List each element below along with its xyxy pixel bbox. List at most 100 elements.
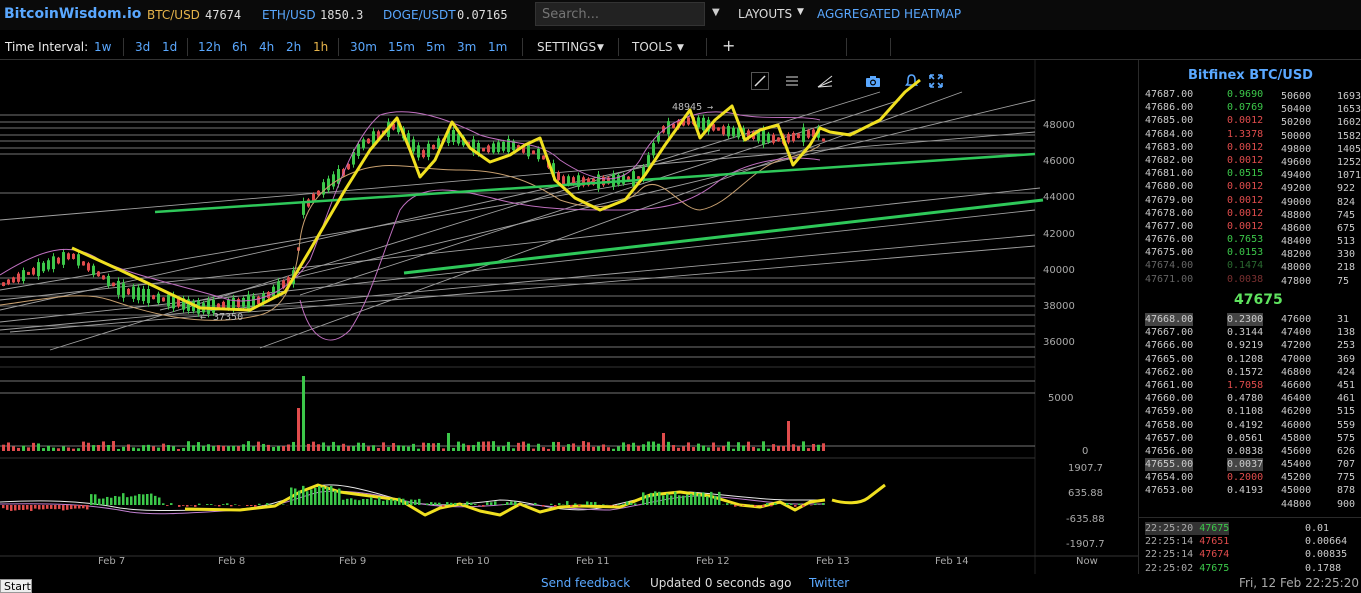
interval-4h[interactable]: 4h — [259, 40, 274, 54]
macd-bar — [118, 497, 121, 505]
candles — [2, 115, 825, 318]
crosshair-icon[interactable]: + — [722, 36, 735, 55]
macd-bar — [646, 495, 649, 505]
volume-bar — [87, 443, 90, 451]
volume-bar — [52, 448, 55, 451]
search-dropdown-icon[interactable]: ▼ — [712, 7, 720, 18]
interval-1d[interactable]: 1d — [162, 40, 177, 54]
macd-bar — [362, 499, 365, 505]
pair-eth-label[interactable]: ETH/USD — [262, 8, 316, 22]
macd-bar — [442, 505, 445, 507]
macd-bar — [234, 504, 237, 505]
volume-bar — [727, 442, 730, 451]
macd-bar — [358, 500, 361, 505]
pair-eth-price: 1850.3 — [320, 8, 363, 22]
volume-bar — [472, 445, 475, 451]
volume-bar — [312, 442, 315, 451]
layouts-menu[interactable]: LAYOUTS — [738, 7, 792, 21]
interval-12h[interactable]: 12h — [198, 40, 221, 54]
tools-menu[interactable]: TOOLS — [632, 40, 673, 54]
volume-bar — [717, 447, 720, 451]
macd-bar — [114, 496, 117, 505]
bid-price: 47662.00 — [1145, 366, 1193, 379]
interval-1m[interactable]: 1m — [488, 40, 507, 54]
candle-body — [422, 150, 425, 157]
send-feedback-link[interactable]: Send feedback — [541, 576, 630, 590]
ask-depth-price: 50200 — [1281, 116, 1311, 129]
macd-bar — [526, 504, 529, 505]
volume-bar — [447, 433, 450, 451]
ask-amount: 0.0012 — [1227, 220, 1263, 233]
macd-bar — [690, 494, 693, 505]
interval-3d[interactable]: 3d — [135, 40, 150, 54]
interval-6h[interactable]: 6h — [232, 40, 247, 54]
interval-2h[interactable]: 2h — [286, 40, 301, 54]
ask-depth-total: 675 — [1337, 222, 1361, 235]
macd-bar — [586, 501, 589, 505]
candle-body — [152, 295, 155, 299]
macd-bar — [306, 491, 309, 505]
search-input[interactable] — [535, 2, 705, 26]
bid-price: 47668.00 — [1145, 313, 1193, 326]
volume-bar — [782, 446, 785, 451]
ask-depth-total: 745 — [1337, 209, 1361, 222]
macd-bar — [726, 503, 729, 505]
macd-bar — [554, 505, 557, 507]
macd-bar — [66, 505, 69, 510]
candle-body — [147, 289, 150, 303]
ask-depth-total: 1405 — [1337, 143, 1361, 156]
bid-price: 47654.00 — [1145, 471, 1193, 484]
interval-30m[interactable]: 30m — [350, 40, 377, 54]
interval-15m[interactable]: 15m — [388, 40, 415, 54]
price-chart[interactable]: 48945 → ← 37350 48000 46000 44000 42000 … — [0, 60, 1138, 574]
volume-bar — [292, 442, 295, 451]
pair-btc-label[interactable]: BTC/USD — [147, 8, 200, 22]
interval-5m[interactable]: 5m — [426, 40, 445, 54]
bid-depth-total: 253 — [1337, 339, 1355, 352]
volume-bar — [792, 444, 795, 451]
date-tick: Feb 13 — [816, 556, 850, 567]
volume-bar — [247, 441, 250, 451]
ask-price: 47675.00 — [1145, 246, 1193, 259]
macd-bar — [94, 494, 97, 505]
macd-bar — [566, 501, 569, 505]
macd-tick: -1907.7 — [1066, 539, 1105, 550]
candle-body — [257, 297, 260, 304]
interval-1w[interactable]: 1w — [94, 40, 111, 54]
macd-bar — [662, 495, 665, 505]
macd-bar — [494, 501, 497, 505]
aggregated-heatmap-link[interactable]: AGGREGATED HEATMAP — [817, 7, 961, 21]
layouts-chevron-icon[interactable]: ▼ — [797, 7, 804, 17]
pair-doge-label[interactable]: DOGE/USDT — [383, 8, 456, 22]
macd-bar — [2, 505, 5, 508]
tools-chevron-icon[interactable]: ▼ — [677, 43, 684, 53]
bid-price: 47656.00 — [1145, 445, 1193, 458]
interval-3m[interactable]: 3m — [457, 40, 476, 54]
settings-chevron-icon[interactable]: ▼ — [597, 43, 604, 53]
volume-bar — [137, 448, 140, 451]
interval-1h[interactable]: 1h — [313, 40, 328, 54]
brand-logo[interactable]: BitcoinWisdom.io — [4, 6, 141, 22]
candle-body — [702, 118, 705, 130]
settings-menu[interactable]: SETTINGS — [537, 40, 596, 54]
macd-bar — [602, 504, 605, 505]
volume-bar — [557, 442, 560, 451]
volume-bar — [327, 447, 330, 451]
candle-body — [417, 145, 420, 157]
macd-bar — [774, 503, 777, 505]
macd-bar — [718, 492, 721, 505]
order-book-title[interactable]: Bitfinex BTC/USD — [1139, 68, 1361, 83]
candle-body — [77, 254, 80, 265]
ask-depth-total: 1602 — [1337, 116, 1361, 129]
volume-bar — [702, 445, 705, 451]
volume-bar — [602, 444, 605, 451]
candle-body — [482, 148, 485, 151]
volume-bar — [772, 444, 775, 451]
macd-indicator — [0, 485, 885, 515]
twitter-link[interactable]: Twitter — [809, 576, 849, 590]
clock: Fri, 12 Feb 22:25:20 — [1239, 576, 1359, 590]
candle-body — [502, 142, 505, 151]
macd-bar — [314, 488, 317, 505]
macd-bar — [742, 505, 745, 506]
